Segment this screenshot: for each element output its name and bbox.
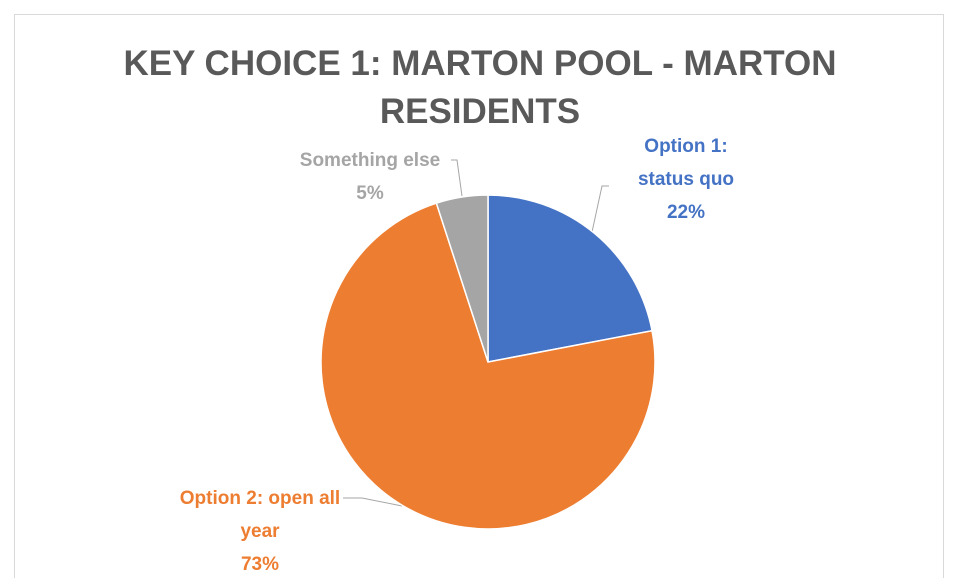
leader-line (343, 497, 403, 507)
category-label: Something else (299, 150, 441, 171)
category-label: Option 2: open all year (179, 488, 341, 542)
value-label: 5% (356, 183, 384, 204)
data-label: Option 2: open all year 73% (168, 482, 352, 581)
value-label: 22% (666, 202, 706, 223)
pie-slice (487, 194, 653, 363)
data-label: Something else 5% (270, 144, 470, 210)
chart-frame (14, 14, 944, 578)
pie-slice (435, 194, 489, 363)
chart-title: KEY CHOICE 1: MARTON POOL - MARTON RESID… (123, 44, 837, 131)
leader-line (451, 159, 463, 197)
data-label: Option 1: status quo 22% (626, 130, 746, 229)
value-label: 73% (240, 554, 280, 575)
pie-slice (320, 202, 656, 530)
leader-line (591, 185, 609, 233)
category-label: Option 1: status quo (637, 136, 735, 190)
